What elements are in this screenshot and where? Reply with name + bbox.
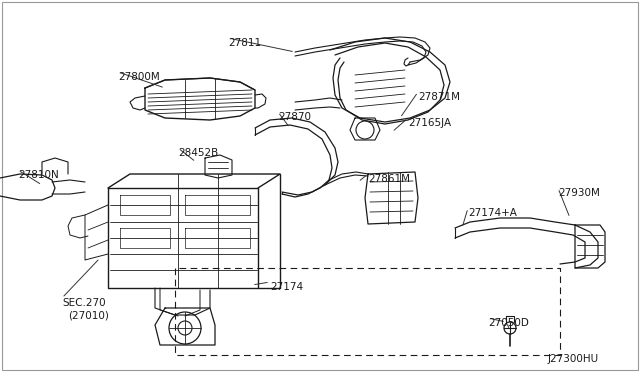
Text: 27810N: 27810N <box>18 170 59 180</box>
Text: J27300HU: J27300HU <box>548 354 599 364</box>
Text: 27174+A: 27174+A <box>468 208 517 218</box>
Text: 27811: 27811 <box>228 38 261 48</box>
Text: (27010): (27010) <box>68 310 109 320</box>
Text: 27800M: 27800M <box>118 72 160 82</box>
Text: 28452B: 28452B <box>178 148 218 158</box>
Text: 27870: 27870 <box>278 112 311 122</box>
Text: 27871M: 27871M <box>418 92 460 102</box>
Text: 27050D: 27050D <box>488 318 529 328</box>
Text: 27174: 27174 <box>270 282 303 292</box>
Text: SEC.270: SEC.270 <box>62 298 106 308</box>
Text: 27861M: 27861M <box>368 174 410 184</box>
Text: 27930M: 27930M <box>558 188 600 198</box>
Text: 27165JA: 27165JA <box>408 118 451 128</box>
